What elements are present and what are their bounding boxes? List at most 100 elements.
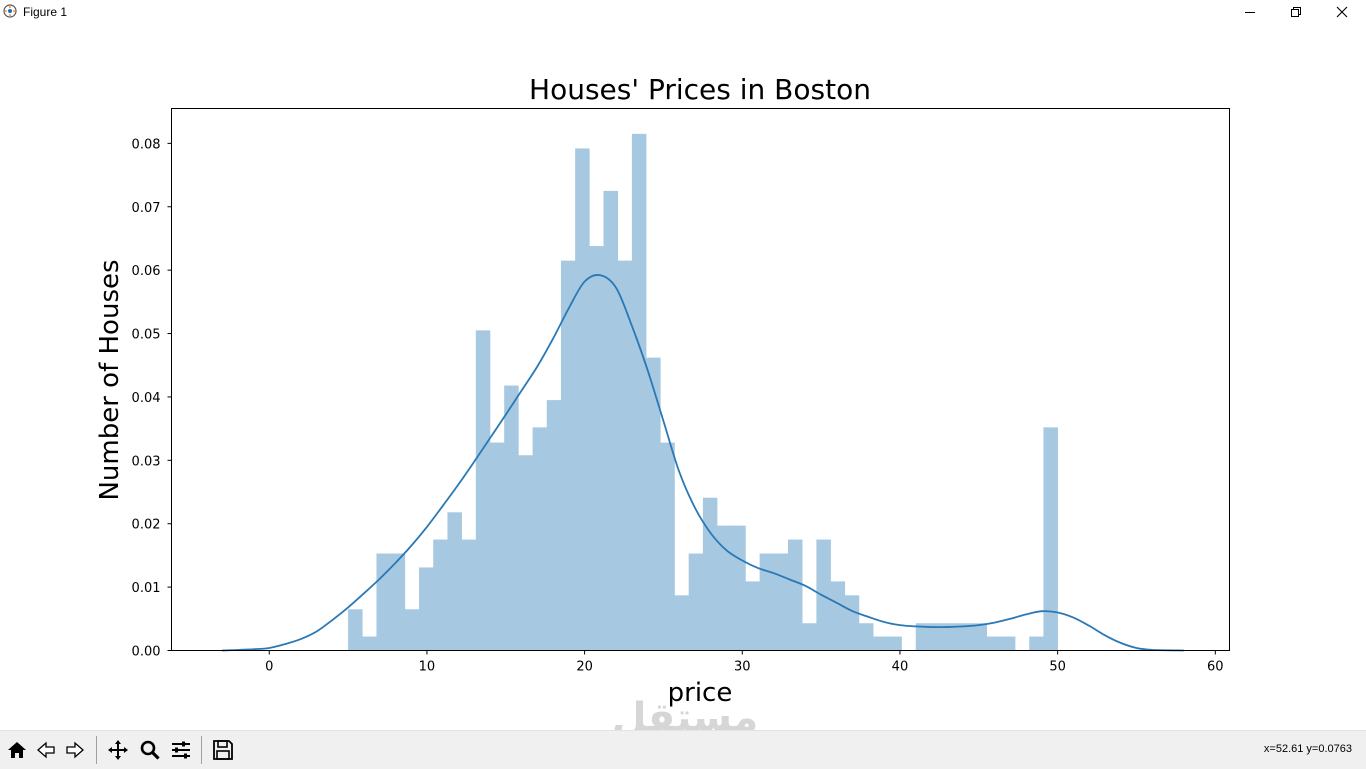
- histogram-bar: [702, 497, 718, 651]
- histogram-bar: [873, 636, 888, 651]
- histogram-bar: [490, 442, 505, 651]
- histogram-bar: [348, 609, 363, 651]
- histogram-bar: [717, 525, 732, 651]
- y-tick-label: 0.01: [132, 581, 161, 596]
- y-tick-label: 0.08: [132, 137, 161, 152]
- figure-canvas[interactable]: 0 10 20 30 40 50 60 0.00 0.01 0.02 0.03 0.04 0.05 0.…: [0, 24, 1366, 764]
- histogram-bar: [816, 539, 831, 651]
- y-tick-label: 0.04: [132, 391, 161, 406]
- histogram-bar: [447, 512, 462, 651]
- forward-arrow-icon: [66, 741, 84, 759]
- save-icon: [213, 740, 233, 760]
- restore-button[interactable]: [1273, 0, 1319, 24]
- y-axis-ticks: 0.00 0.01 0.02 0.03 0.04 0.05 0.06 0.07 0.08: [132, 137, 172, 660]
- histogram-bar: [1000, 636, 1016, 651]
- histogram-bar: [830, 581, 846, 651]
- y-tick-label: 0.05: [132, 328, 161, 343]
- histogram-bar: [745, 581, 760, 651]
- histogram-bar: [504, 385, 519, 651]
- histogram-chart: 0 10 20 30 40 50 60 0.000.010.020.030.040.050.…: [95, 73, 1230, 708]
- histogram-bars: [348, 133, 1058, 651]
- back-button[interactable]: [33, 737, 59, 763]
- x-tick-label: 10: [419, 660, 436, 675]
- window-title: Figure 1: [23, 5, 68, 19]
- x-axis-label: price: [668, 678, 733, 708]
- histogram-bar: [958, 623, 973, 651]
- zoom-icon: [140, 740, 160, 760]
- minimize-button[interactable]: [1227, 0, 1273, 24]
- minimize-icon: [1245, 12, 1255, 13]
- histogram-bar: [674, 595, 689, 651]
- histogram-bar: [788, 539, 803, 651]
- pan-button[interactable]: [105, 737, 131, 763]
- y-tick-label: 0.07: [132, 201, 161, 216]
- histogram-bar: [844, 595, 860, 651]
- home-icon: [8, 742, 26, 758]
- y-tick-label: 0.00: [132, 645, 161, 660]
- close-button[interactable]: [1319, 0, 1365, 24]
- x-tick-label: 30: [734, 660, 751, 675]
- x-axis-ticks: 0 10 20 30 40 50 60: [265, 650, 1224, 675]
- histogram-bar: [589, 246, 604, 651]
- save-button[interactable]: [210, 737, 236, 763]
- histogram-bar: [376, 553, 391, 651]
- forward-button[interactable]: [62, 737, 88, 763]
- configure-subplots-button[interactable]: [168, 737, 194, 763]
- histogram-bar: [929, 623, 945, 651]
- histogram-bar: [759, 553, 775, 651]
- histogram-bar: [404, 609, 420, 651]
- home-button[interactable]: [4, 737, 30, 763]
- histogram-bar: [433, 539, 448, 651]
- histogram-bar: [560, 260, 576, 651]
- histogram-bar: [986, 636, 1002, 651]
- histogram-bar: [646, 357, 661, 651]
- histogram-bar: [603, 190, 619, 651]
- y-tick-label: 0.02: [132, 518, 161, 533]
- navigation-toolbar: x=52.61 y=0.0763: [0, 730, 1366, 769]
- zoom-button[interactable]: [137, 737, 163, 763]
- histogram-bar: [1043, 427, 1058, 651]
- x-tick-label: 50: [1049, 660, 1066, 675]
- chart-title: Houses' Prices in Boston: [529, 73, 871, 106]
- toolbar-separator: [96, 736, 97, 764]
- histogram-bar: [858, 623, 874, 651]
- histogram-bar: [972, 623, 987, 651]
- histogram-bar: [802, 623, 817, 651]
- y-tick-label: 0.03: [132, 454, 161, 469]
- histogram-bar: [631, 133, 647, 651]
- cursor-coordinates: x=52.61 y=0.0763: [1263, 743, 1352, 755]
- close-icon: [1336, 6, 1348, 18]
- x-tick-label: 60: [1207, 660, 1224, 675]
- x-tick-label: 0: [265, 660, 273, 675]
- y-tick-label: 0.06: [132, 264, 161, 279]
- histogram-bar: [419, 567, 434, 651]
- x-tick-label: 40: [892, 660, 909, 675]
- window-titlebar: Figure 1: [0, 0, 1366, 24]
- histogram-bar: [532, 427, 548, 651]
- histogram-bar: [944, 623, 959, 651]
- histogram-bar: [887, 636, 902, 651]
- histogram-bar: [475, 330, 491, 651]
- plot-frame: [171, 108, 1230, 651]
- kde-line: [221, 274, 1184, 652]
- histogram-bar: [617, 260, 633, 651]
- histogram-bar: [390, 553, 406, 651]
- histogram-bar: [362, 636, 377, 651]
- histogram-bar: [660, 442, 675, 651]
- histogram-bar: [461, 539, 477, 651]
- histogram-bar: [546, 400, 562, 651]
- x-tick-label: 20: [576, 660, 593, 675]
- toolbar-separator: [201, 736, 202, 764]
- histogram-bar: [731, 525, 746, 651]
- histogram-bar: [1029, 636, 1044, 651]
- pan-icon: [108, 740, 128, 760]
- restore-icon: [1291, 7, 1301, 17]
- histogram-bar: [773, 553, 789, 651]
- app-icon: [3, 4, 17, 18]
- configure-subplots-icon: [172, 741, 190, 759]
- back-arrow-icon: [37, 741, 55, 759]
- kde-curve-group: [221, 274, 1184, 652]
- histogram-bar: [575, 148, 590, 651]
- y-axis-label: Number of Houses: [95, 259, 125, 500]
- histogram-bar: [915, 623, 931, 651]
